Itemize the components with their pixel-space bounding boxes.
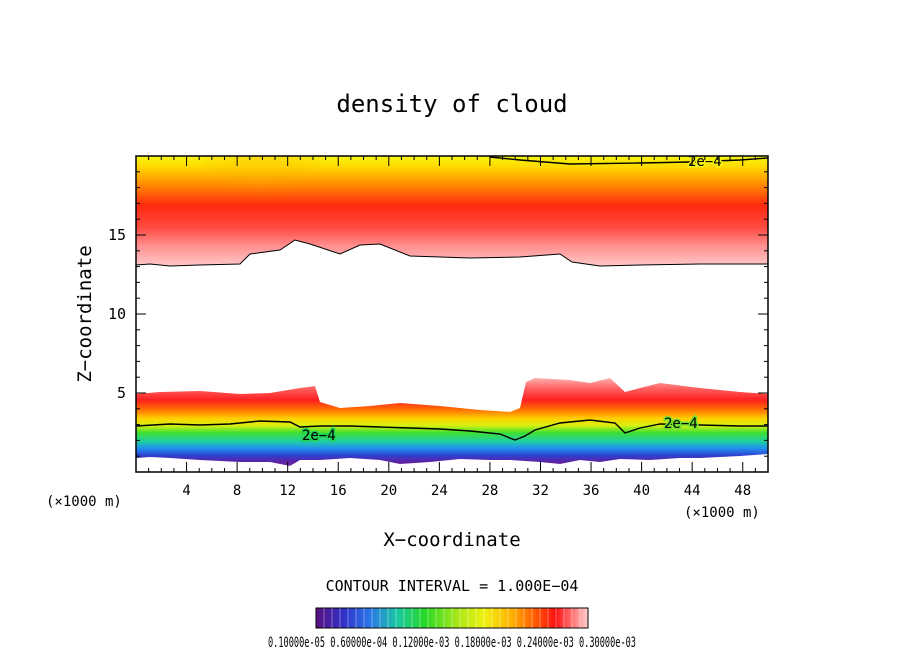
contour-line-upper-edge bbox=[136, 239, 768, 267]
colorbar-stripes bbox=[323, 608, 581, 628]
x-tick-label: 20 bbox=[380, 483, 397, 499]
y-tick-label: 15 bbox=[108, 226, 126, 244]
contour-label-left: 2e−4 bbox=[302, 428, 336, 444]
x-tick-label: 8 bbox=[233, 483, 241, 499]
x-axis-unit-left: (×1000 m) bbox=[46, 494, 122, 510]
upper-hot-spot bbox=[202, 156, 322, 226]
lower-cloud-layer bbox=[136, 378, 768, 466]
x-tick-label: 40 bbox=[633, 483, 650, 499]
x-axis-ticks: 4 8 12 16 20 24 28 32 36 40 44 48 bbox=[148, 156, 756, 499]
x-tick-label: 16 bbox=[330, 483, 347, 499]
x-tick-label: 32 bbox=[532, 483, 549, 499]
y-axis-label: Z−coordinate bbox=[74, 245, 96, 382]
contour-interval-text: CONTOUR INTERVAL = 1.000E−04 bbox=[326, 577, 579, 595]
x-tick-label: 48 bbox=[734, 483, 751, 499]
x-tick-label: 28 bbox=[481, 483, 498, 499]
contour-label-top: 2e−4 bbox=[688, 154, 722, 170]
x-tick-label: 44 bbox=[684, 483, 701, 499]
colorbar-labels: 0.10000e-05 0.60000e-04 0.12000e-03 0.18… bbox=[268, 635, 636, 651]
contour-label-right: 2e−4 bbox=[664, 416, 698, 432]
x-tick-label: 24 bbox=[431, 483, 448, 499]
y-tick-label: 10 bbox=[108, 305, 126, 323]
x-tick-label: 12 bbox=[279, 483, 296, 499]
plot-area: 2e−4 2e−4 2e−4 bbox=[136, 154, 768, 466]
contour-line-top bbox=[489, 156, 768, 165]
x-axis-unit-right: (×1000 m) bbox=[684, 505, 760, 521]
y-axis-ticks: 5 10 15 bbox=[108, 171, 768, 457]
x-tick-label: 36 bbox=[583, 483, 600, 499]
chart-title: density of cloud bbox=[336, 90, 567, 118]
colorbar bbox=[315, 607, 589, 629]
y-tick-label: 5 bbox=[117, 384, 126, 402]
contour-line-lower bbox=[136, 419, 768, 441]
x-tick-label: 4 bbox=[182, 483, 190, 499]
x-axis-label: X−coordinate bbox=[383, 529, 520, 551]
